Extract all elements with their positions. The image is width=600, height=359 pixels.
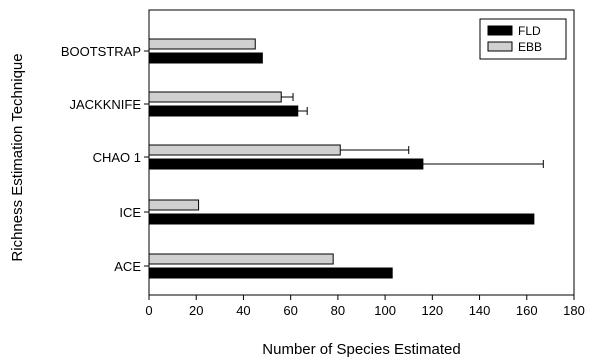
x-tick-label: 160 (516, 303, 538, 318)
y-tick-label: ACE (114, 259, 141, 274)
bar-ebb-ace (148, 253, 334, 265)
x-tick-label: 140 (469, 303, 491, 318)
x-tick-label: 100 (374, 303, 396, 318)
x-tick-label: 0 (145, 303, 152, 318)
y-tick-label: JACKKNIFE (69, 97, 141, 112)
bars-layer (148, 38, 535, 279)
plot-frame (148, 9, 575, 296)
bar-ebb-ice (148, 199, 200, 211)
bar-fld-chao-1 (148, 158, 424, 170)
y-tick-label: CHAO 1 (93, 150, 141, 165)
bar-fld-jackknife (148, 105, 299, 117)
legend: FLD EBB (479, 18, 567, 60)
bar-ebb-bootstrap (148, 38, 256, 50)
bar-ebb-jackknife (148, 91, 282, 103)
x-tick-label: 180 (563, 303, 585, 318)
x-axis-title: Number of Species Estimated (262, 341, 460, 358)
x-tick-label: 80 (331, 303, 345, 318)
x-tick-label: 20 (189, 303, 203, 318)
y-tick-label: ICE (119, 205, 141, 220)
legend-label-fld: FLD (518, 24, 541, 38)
legend-label-ebb: EBB (518, 40, 542, 54)
x-tick-label: 40 (236, 303, 250, 318)
bar-fld-ace (148, 267, 393, 279)
y-tick-label: BOOTSTRAP (61, 44, 141, 59)
y-axis-title: Richness Estimation Technique (9, 53, 26, 261)
y-axis: BOOTSTRAP JACKKNIFE CHAO 1 ICE ACE (61, 44, 149, 274)
legend-swatch-ebb (487, 41, 513, 52)
x-tick-label: 120 (421, 303, 443, 318)
bar-ebb-chao-1 (148, 144, 341, 156)
bar-fld-ice (148, 213, 535, 225)
x-axis: 0 20 40 60 80 100 120 140 160 180 (145, 295, 585, 318)
error-bars-layer (281, 93, 544, 168)
x-tick-label: 60 (283, 303, 297, 318)
legend-swatch-fld (487, 25, 513, 36)
bar-fld-bootstrap (148, 52, 263, 64)
